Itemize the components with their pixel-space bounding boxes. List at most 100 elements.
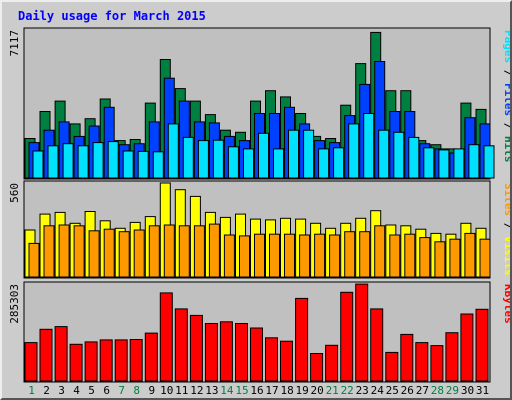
chart-title: Daily usage for March 2015 [18,9,206,23]
bar-sites-day-2 [43,225,55,278]
x-tick-day-12: 12 [190,384,203,397]
bar-sites-day-27 [419,237,431,278]
bar-kbytes-day-9 [144,332,158,382]
x-tick-day-26: 26 [401,384,414,397]
bar-sites-day-15 [239,235,250,278]
bar-pages-day-24 [378,129,390,179]
max-label-middle: 560 [8,183,21,203]
legend-bottom: KBytes [502,284,510,324]
legend-item-sites: Sites [502,183,510,216]
x-tick-day-8: 8 [133,384,140,397]
bar-pages-day-10 [167,123,179,179]
bar-pages-day-5 [92,142,104,179]
bar-kbytes-day-7 [114,339,128,382]
x-tick-day-7: 7 [118,384,125,397]
bar-kbytes-day-5 [84,341,98,382]
max-label-bottom: 285303 [8,284,21,324]
x-tick-day-17: 17 [265,384,278,397]
bar-sites-day-5 [88,230,100,278]
x-tick-day-18: 18 [280,384,293,397]
bar-pages-day-23 [363,113,375,179]
bar-pages-day-12 [197,140,209,179]
x-tick-day-21: 21 [326,384,339,397]
bar-kbytes-day-12 [189,314,203,382]
bar-pages-day-2 [47,145,59,179]
bar-sites-day-19 [299,234,311,278]
bar-sites-day-18 [284,233,295,278]
legend-item-files: Files [502,83,510,116]
x-tick-day-28: 28 [431,384,444,397]
bar-sites-day-10 [163,224,175,278]
bar-sites-day-24 [374,225,386,278]
bar-sites-day-30 [464,232,476,278]
legend-top: Pages / Files / Hits [502,30,510,163]
bar-pages-day-14 [227,146,239,179]
bar-sites-day-29 [449,238,461,278]
bar-sites-day-11 [178,225,190,278]
bar-sites-day-20 [314,233,326,278]
bar-kbytes-day-2 [39,328,53,382]
bar-kbytes-day-19 [295,297,309,382]
legend-item-hits: Hits [502,136,510,163]
bar-sites-day-4 [73,225,85,278]
bar-kbytes-day-31 [475,308,489,382]
bar-pages-day-9 [152,151,164,179]
x-tick-day-10: 10 [160,384,173,397]
legend-separator: / [502,216,510,236]
x-tick-day-13: 13 [205,384,218,397]
bar-kbytes-day-18 [280,340,293,382]
x-tick-day-31: 31 [476,384,489,397]
x-tick-day-23: 23 [356,384,369,397]
bar-sites-day-6 [103,228,115,278]
bar-sites-day-3 [58,224,70,278]
bar-pages-day-1 [32,150,44,179]
bar-kbytes-day-30 [460,313,474,382]
bar-pages-day-26 [408,136,420,179]
x-tick-day-24: 24 [371,384,385,397]
bar-pages-day-13 [212,139,224,179]
bar-kbytes-day-1 [24,342,38,382]
x-tick-day-16: 16 [250,384,263,397]
bar-kbytes-day-11 [174,308,188,382]
x-tick-day-14: 14 [220,384,234,397]
bar-pages-day-19 [303,129,315,179]
bar-kbytes-day-17 [265,337,278,382]
bar-sites-day-7 [118,231,130,278]
x-tick-day-9: 9 [148,384,155,397]
bar-pages-day-20 [318,148,330,179]
bar-kbytes-day-6 [99,339,113,382]
bar-sites-day-23 [359,231,371,278]
bar-sites-day-28 [434,241,446,278]
x-tick-day-6: 6 [103,384,110,397]
bar-pages-day-4 [77,145,89,179]
bar-kbytes-day-28 [430,345,444,382]
bar-kbytes-day-23 [355,283,369,382]
legend-item-pages: Pages [502,30,510,63]
x-tick-day-27: 27 [416,384,429,397]
bar-pages-day-11 [182,136,194,179]
bar-sites-day-13 [208,223,220,278]
x-tick-day-30: 30 [461,384,474,397]
bar-kbytes-day-20 [310,353,324,382]
bar-kbytes-day-27 [415,342,429,382]
x-tick-day-19: 19 [295,384,308,397]
bar-pages-day-17 [273,148,284,179]
bar-pages-day-21 [333,147,345,179]
bar-pages-day-22 [348,123,360,179]
bar-sites-day-17 [269,233,280,278]
bar-sites-day-14 [223,234,235,278]
bar-kbytes-day-24 [370,308,384,382]
bar-kbytes-day-8 [129,339,143,382]
x-tick-day-15: 15 [235,384,248,397]
bar-sites-day-16 [254,233,265,278]
bar-pages-day-30 [468,144,480,179]
bar-sites-day-8 [133,229,145,278]
bar-sites-day-1 [28,242,40,278]
bar-pages-day-8 [137,150,149,179]
bar-kbytes-day-21 [325,344,339,382]
bar-pages-day-16 [258,132,269,179]
bar-pages-day-7 [122,150,134,179]
x-tick-day-4: 4 [73,384,80,397]
